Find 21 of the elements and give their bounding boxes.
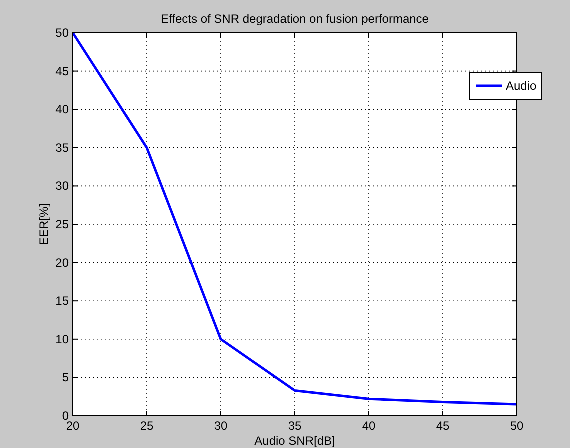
x-tick-label: 50 (510, 419, 524, 433)
y-tick-label: 25 (56, 218, 70, 232)
y-tick-label: 20 (56, 256, 70, 270)
x-axis-title: Audio SNR[dB] (254, 434, 336, 448)
y-axis-title: EER[%] (37, 203, 51, 246)
x-tick-label: 30 (214, 419, 228, 433)
legend-label: Audio (506, 79, 538, 93)
y-tick-label: 50 (56, 26, 70, 40)
y-tick-label: 0 (62, 409, 70, 423)
y-tick-label: 15 (56, 294, 70, 308)
y-tick-label: 30 (56, 179, 70, 194)
chart-title: Effects of SNR degradation on fusion performance (161, 12, 430, 26)
x-tick-label: 45 (436, 419, 450, 433)
y-tick-label: 35 (56, 140, 70, 155)
x-tick-label: 25 (140, 419, 154, 433)
x-tick-label: 40 (362, 419, 376, 433)
y-tick-label: 40 (56, 102, 70, 117)
y-tick-label: 10 (56, 332, 70, 346)
x-tick-label: 35 (288, 419, 302, 433)
y-tick-label: 45 (56, 64, 70, 78)
y-tick-label: 5 (62, 370, 70, 385)
